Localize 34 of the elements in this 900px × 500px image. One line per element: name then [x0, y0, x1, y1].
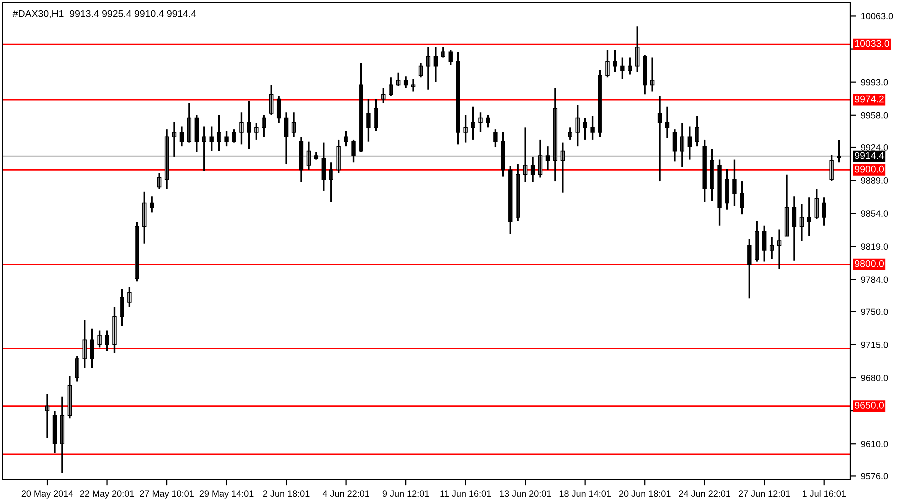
x-tick-label: 20 Jun 18:01 [619, 490, 671, 498]
x-tick-label: 13 Jun 20:01 [500, 490, 552, 498]
x-tick-label: 1 Jul 16:01 [802, 490, 846, 498]
ref-line-label: 9650.0 [855, 402, 884, 409]
x-tick-label: 2 Jun 18:01 [263, 490, 310, 498]
x-tick-label: 4 Jun 22:01 [322, 490, 370, 498]
ref-line-label: 9914.4 [855, 152, 884, 160]
y-tick-label: 9924.0 [861, 144, 888, 151]
x-tick-label: 20 May 2014 [22, 490, 74, 499]
y-tick-label: 9576.0 [861, 473, 888, 480]
x-tick-label: 24 Jun 22:01 [679, 490, 731, 498]
ref-line-label: 9974.2 [855, 96, 884, 103]
y-tick-label: 9889.0 [861, 178, 888, 184]
y-tick-label: 9819.0 [861, 244, 888, 250]
y-tick-label: 9854.0 [861, 210, 888, 217]
y-tick-label: 9715.0 [861, 342, 888, 348]
y-tick-label: 9610.0 [861, 441, 888, 448]
y-tick-label: 10063.0 [862, 13, 894, 20]
y-tick-label: 9993.0 [861, 79, 888, 86]
y-tick-label: 9784.0 [861, 276, 888, 284]
ref-line-label: 10033.0 [855, 40, 890, 48]
x-tick-label: 27 May 10:01 [140, 490, 194, 499]
ref-line-label: 9900.0 [855, 166, 884, 173]
y-tick-label: 9750.0 [861, 308, 888, 316]
x-tick-label: 29 May 14:01 [200, 490, 254, 499]
ref-line-label: 9800.0 [855, 260, 884, 268]
y-tick-label: 9680.0 [861, 374, 888, 382]
x-tick-label: 9 Jun 12:01 [382, 490, 430, 498]
x-tick-label: 27 Jun 12:01 [738, 490, 790, 498]
x-tick-label: 11 Jun 16:01 [440, 490, 492, 498]
y-tick-label: 9958.0 [861, 112, 888, 119]
x-tick-label: 22 May 20:01 [80, 490, 134, 499]
x-tick-label: 18 Jun 14:01 [560, 490, 611, 498]
text: #DAX30,H1 9913.4 9925.4 9910.4 9914.4 [12, 10, 196, 18]
